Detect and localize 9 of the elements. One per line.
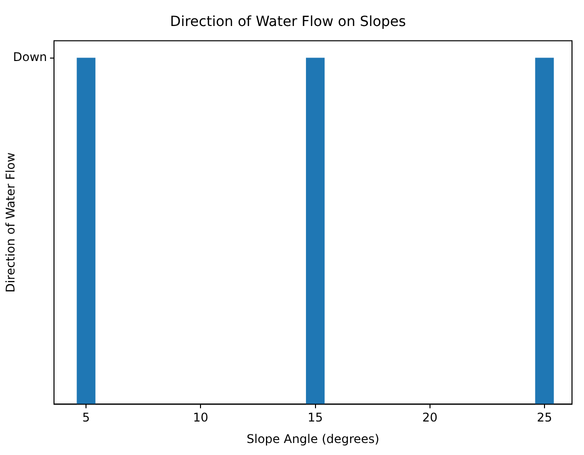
x-axis-title: Slope Angle (degrees) (246, 432, 380, 446)
x-tick-label: 25 (536, 410, 552, 425)
y-axis-title: Direction of Water Flow (3, 152, 18, 293)
x-tick-label: 10 (193, 410, 208, 425)
x-tick-label: 20 (422, 410, 438, 425)
x-tick-label: 5 (82, 410, 90, 425)
chart-title: Direction of Water Flow on Slopes (170, 14, 406, 30)
x-tick-label: 15 (308, 410, 323, 425)
text: Down (12, 50, 47, 64)
